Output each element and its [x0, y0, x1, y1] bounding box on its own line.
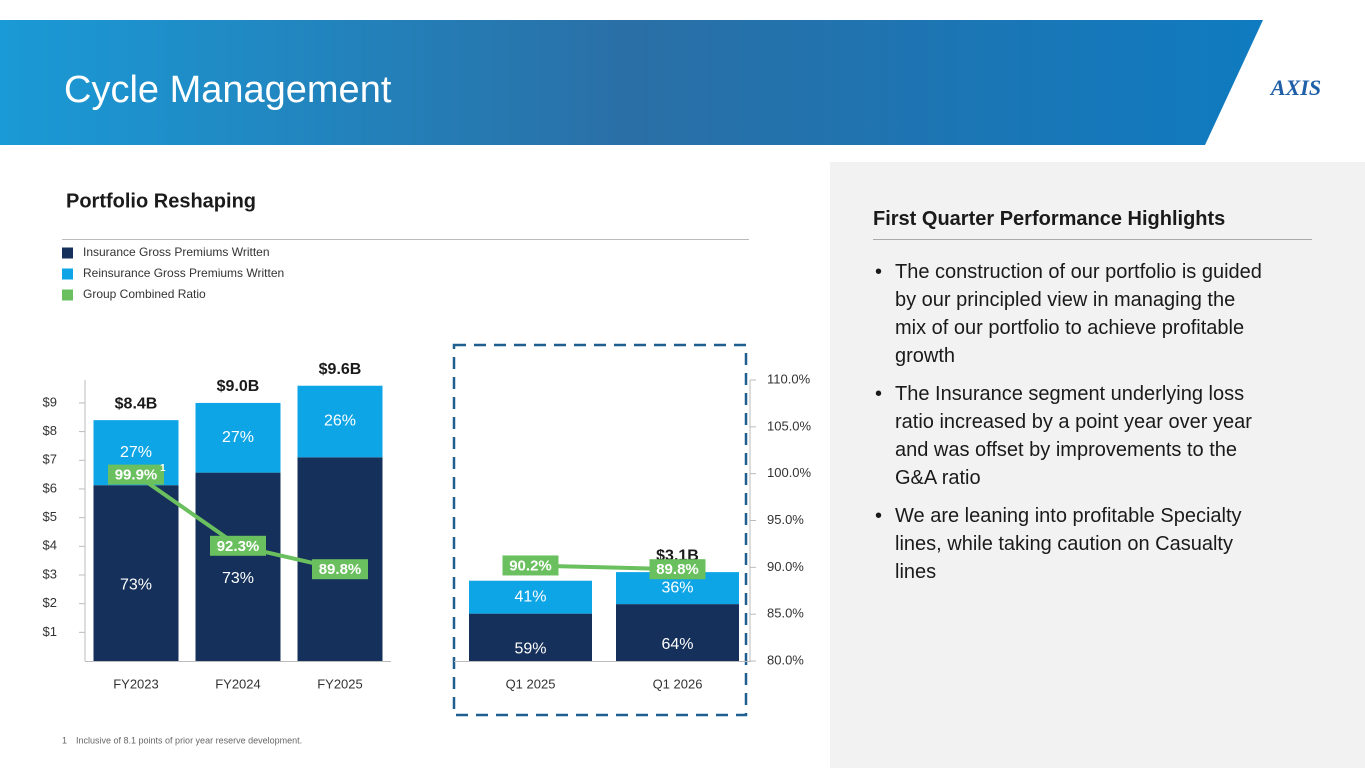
y2-tick-label: 85.0% — [767, 606, 804, 621]
y-tick-label: $5 — [43, 509, 57, 524]
total-label: $9.0B — [217, 378, 260, 395]
y-tick-label: $4 — [43, 538, 57, 553]
legend-swatch — [62, 247, 73, 259]
ratio-label-bg — [502, 555, 559, 576]
ratio-label-bg — [210, 535, 266, 556]
bar-segment — [469, 580, 592, 614]
segment-label: 27% — [222, 429, 254, 446]
y-tick-label: $1 — [43, 624, 57, 639]
y-tick-label: $2 — [43, 595, 57, 610]
y2-tick-label: 95.0% — [767, 512, 804, 527]
total-label: $8.4B — [115, 395, 158, 412]
ratio-label: 89.8% — [656, 561, 699, 578]
footnote-ref: 1 — [160, 463, 166, 474]
charts: $1 $2 $3 $4 $5 $6 $7 $8 $9 FY2023 FY2024 FY2025 73% 2… — [43, 361, 812, 691]
ratio-label-bg — [312, 559, 368, 580]
ratio-label: 90.2% — [509, 557, 552, 574]
x-tick-label: FY2025 — [317, 676, 363, 691]
y-tick-label: $6 — [43, 480, 57, 495]
x-tick-label: FY2024 — [215, 676, 261, 691]
highlights-list: The construction of our portfolio is gui… — [873, 258, 1273, 596]
legend: Insurance Gross Premiums Written Reinsura… — [62, 245, 284, 301]
legend-swatch — [62, 268, 73, 280]
ratio-label-bg — [108, 464, 164, 485]
bar-segment — [469, 613, 592, 661]
bar-segment — [195, 472, 281, 661]
segment-label: 41% — [514, 588, 546, 605]
bar-segment — [297, 385, 383, 458]
segment-label: 27% — [120, 444, 152, 461]
legend-label: Group Combined Ratio — [83, 287, 206, 301]
y-tick-label: $9 — [43, 394, 57, 409]
section-title: Portfolio Reshaping — [66, 190, 256, 212]
footnote-number: 1 — [62, 735, 67, 745]
bullet: The construction of our portfolio is gui… — [873, 258, 1265, 370]
y2-tick-label: 105.0% — [767, 418, 812, 433]
segment-label: 36% — [661, 579, 693, 596]
bullet: We are leaning into profitable Specialty… — [873, 502, 1265, 586]
legend-swatch — [62, 289, 73, 301]
y-tick-label: $3 — [43, 566, 57, 581]
bar-segment — [93, 485, 179, 661]
x-tick-label: Q1 2025 — [506, 676, 556, 691]
segment-label: 64% — [661, 636, 693, 653]
x-tick-label: FY2023 — [113, 676, 159, 691]
logo: AXIS — [1269, 75, 1321, 100]
x-tick-label: Q1 2026 — [653, 676, 703, 691]
bar-segment — [297, 457, 383, 661]
highlight-box — [452, 343, 748, 717]
y2-tick-label: 80.0% — [767, 652, 804, 667]
ratio-label: 92.3% — [217, 538, 260, 555]
y2-tick-label: 110.0% — [767, 371, 811, 386]
footnote-text: Inclusive of 8.1 points of prior year re… — [76, 735, 302, 745]
y-tick-label: $7 — [43, 452, 57, 467]
total-label: $9.6B — [319, 361, 362, 378]
y2-tick-label: 90.0% — [767, 559, 804, 574]
segment-label: 73% — [120, 576, 152, 593]
ratio-label: 99.9% — [115, 467, 158, 484]
legend-label: Insurance Gross Premiums Written — [83, 245, 270, 259]
header-band — [0, 20, 1263, 145]
bar-segment — [195, 402, 281, 473]
legend-label: Reinsurance Gross Premiums Written — [83, 266, 284, 280]
highlights-title: First Quarter Performance Highlights — [873, 208, 1312, 240]
ratio-label: 89.8% — [319, 561, 362, 578]
segment-label: 26% — [324, 413, 356, 430]
bar-segment — [616, 604, 739, 661]
highlights-panel: First Quarter Performance Highlights The… — [830, 162, 1365, 768]
bullet: The Insurance segment underlying loss ra… — [873, 380, 1265, 492]
ratio-label-bg — [649, 559, 706, 580]
header-title: Cycle Management — [64, 69, 392, 111]
y-tick-label: $8 — [43, 423, 57, 438]
segment-label: 59% — [514, 641, 546, 658]
segment-label: 73% — [222, 570, 254, 587]
y2-tick-label: 100.0% — [767, 465, 812, 480]
